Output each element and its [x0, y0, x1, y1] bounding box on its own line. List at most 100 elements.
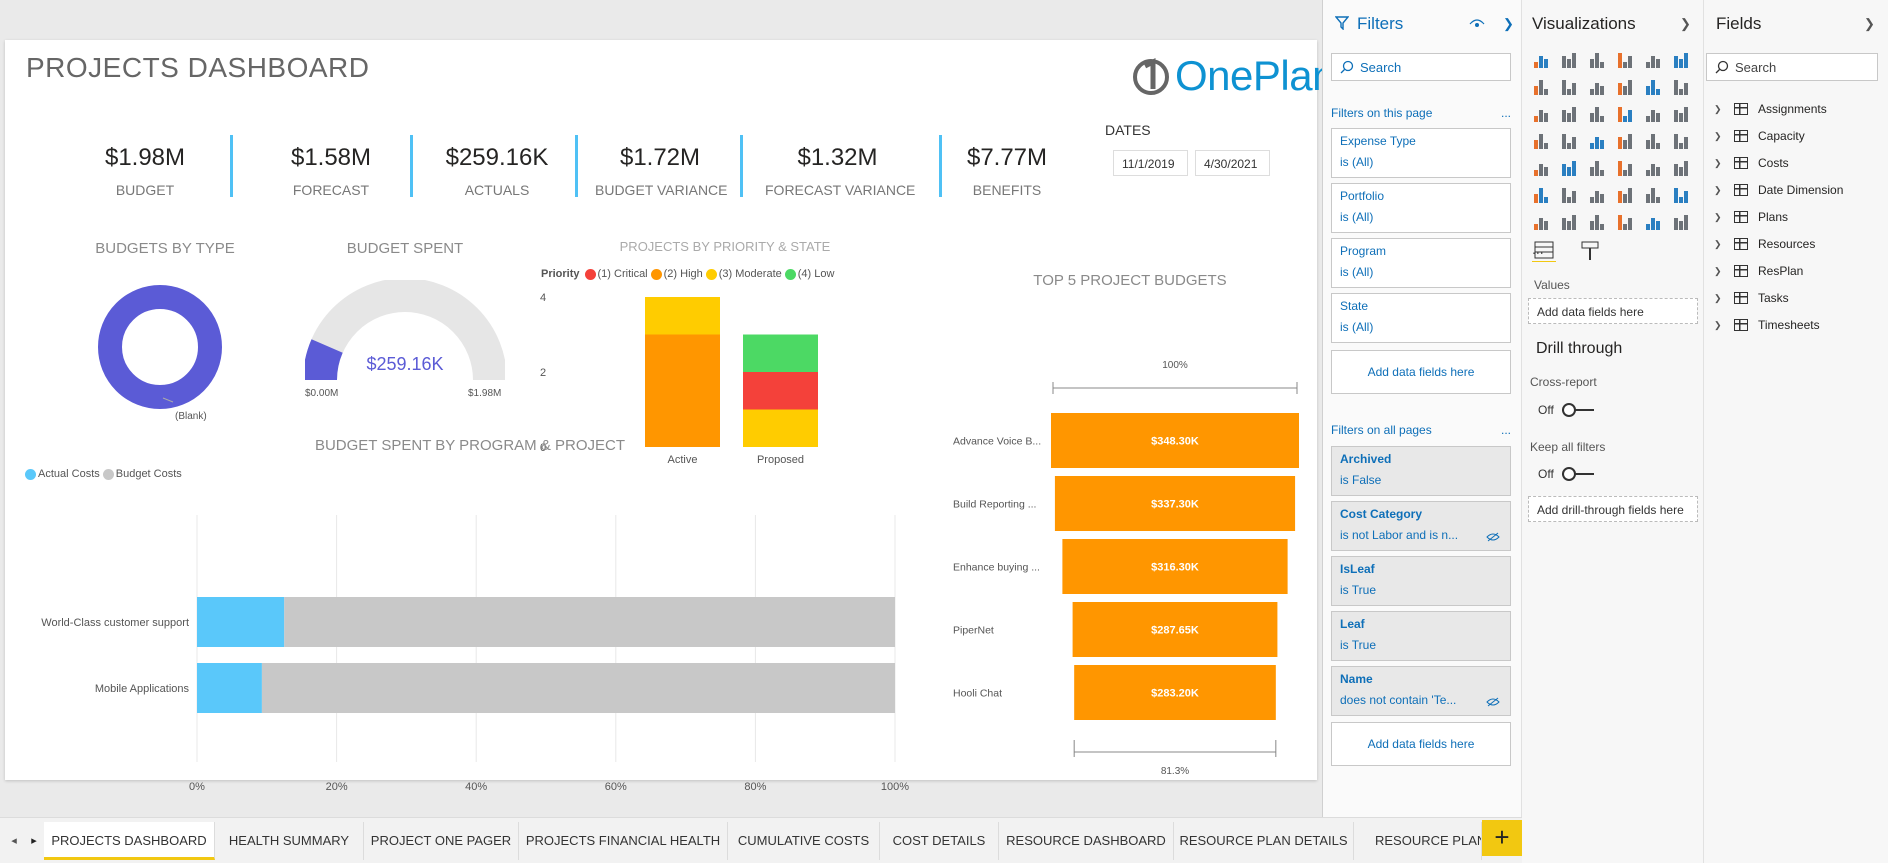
filter-card-isleaf[interactable]: IsLeaf is True: [1331, 556, 1511, 606]
visual-type-icon[interactable]: [1560, 214, 1578, 232]
kpi-actuals[interactable]: $259.16K ACTUALS: [437, 144, 557, 198]
expand-chevron-icon[interactable]: ❯: [1714, 184, 1722, 195]
legend-low[interactable]: (4) Low: [797, 268, 835, 280]
format-paint-roller-icon[interactable]: [1580, 240, 1600, 262]
visual-type-icon[interactable]: [1616, 160, 1634, 178]
expand-chevron-icon[interactable]: ❯: [1714, 157, 1722, 168]
kpi-budget-variance[interactable]: $1.72M BUDGET VARIANCE: [595, 144, 728, 198]
collapse-visualizations-icon[interactable]: ❯: [1680, 16, 1691, 31]
visual-type-icon[interactable]: [1672, 133, 1690, 151]
end-date-input[interactable]: 4/30/2021: [1195, 150, 1270, 176]
kpi-forecast-variance[interactable]: $1.32M FORECAST VARIANCE: [765, 144, 915, 198]
priority-state-chart[interactable]: 0 2 4 Active Proposed: [535, 285, 835, 465]
visual-type-icon[interactable]: [1588, 79, 1606, 97]
tab-resource-dashboard[interactable]: RESOURCE DASHBOARD: [999, 822, 1174, 860]
visual-type-icon[interactable]: [1616, 214, 1634, 232]
visual-type-icon[interactable]: [1672, 214, 1690, 232]
visual-type-icon[interactable]: [1644, 79, 1662, 97]
visual-type-icon[interactable]: [1560, 79, 1578, 97]
tab-cumulative-costs[interactable]: CUMULATIVE COSTS: [728, 822, 880, 860]
funnel-bar[interactable]: [1062, 539, 1288, 594]
collapse-filters-icon[interactable]: ❯: [1503, 16, 1514, 31]
visual-type-icon[interactable]: [1644, 187, 1662, 205]
filters-page-add-fields[interactable]: Add data fields here: [1331, 350, 1511, 394]
visual-type-icon[interactable]: [1616, 52, 1634, 70]
donut-slice-blank[interactable]: [98, 285, 222, 409]
filter-card-cost-category[interactable]: Cost Category is not Labor and is n...: [1331, 501, 1511, 551]
visual-type-icon[interactable]: [1644, 52, 1662, 70]
expand-chevron-icon[interactable]: ❯: [1714, 265, 1722, 276]
visual-type-icon[interactable]: [1588, 52, 1606, 70]
kpi-forecast[interactable]: $1.58M FORECAST: [271, 144, 391, 198]
visual-type-icon[interactable]: [1644, 133, 1662, 151]
tab-scroll-right-icon[interactable]: ▸: [31, 835, 37, 847]
collapse-fields-icon[interactable]: ❯: [1864, 16, 1875, 31]
fields-search-input[interactable]: Search: [1706, 53, 1878, 81]
keep-filters-toggle[interactable]: Off: [1538, 467, 1594, 481]
visual-type-icon[interactable]: [1672, 52, 1690, 70]
start-date-input[interactable]: 11/1/2019: [1113, 150, 1188, 176]
program-bar-segment[interactable]: [284, 597, 895, 647]
cross-report-toggle[interactable]: Off: [1538, 403, 1594, 417]
program-bar-segment[interactable]: [261, 663, 895, 713]
filters-on-page-more-icon[interactable]: ...: [1500, 106, 1511, 120]
budgets-by-type-donut[interactable]: [95, 280, 245, 420]
visual-type-icon[interactable]: [1588, 133, 1606, 151]
field-table-resplan[interactable]: ❯ ResPlan: [1714, 264, 1803, 278]
funnel-bar[interactable]: [1054, 476, 1296, 531]
visual-type-icon[interactable]: [1616, 106, 1634, 124]
visual-type-icon[interactable]: [1672, 160, 1690, 178]
filter-card-program[interactable]: Program is (All): [1331, 238, 1511, 288]
more-visuals-icon[interactable]: ...: [1532, 241, 1544, 257]
expand-chevron-icon[interactable]: ❯: [1714, 130, 1722, 141]
filter-card-state[interactable]: State is (All): [1331, 293, 1511, 343]
visual-type-icon[interactable]: [1644, 214, 1662, 232]
tab-scroll-left-icon[interactable]: ◂: [11, 835, 17, 847]
tab-cost-details[interactable]: COST DETAILS: [880, 822, 999, 860]
visual-type-icon[interactable]: [1560, 106, 1578, 124]
field-table-resources[interactable]: ❯ Resources: [1714, 237, 1815, 251]
visual-type-icon[interactable]: [1588, 214, 1606, 232]
visual-type-icon[interactable]: [1588, 160, 1606, 178]
tab-resource-plan-details[interactable]: RESOURCE PLAN DETAILS: [1174, 822, 1354, 860]
top5-funnel-chart[interactable]: 100% $348.30K Advance Voice B... $337.30K Bu…: [945, 320, 1315, 780]
values-drop-zone[interactable]: Add data fields here: [1528, 298, 1698, 324]
visual-type-icon[interactable]: [1672, 106, 1690, 124]
hidden-eye-icon[interactable]: [1486, 532, 1500, 542]
legend-critical[interactable]: (1) Critical: [597, 268, 648, 280]
priority-bar-segment[interactable]: [645, 334, 720, 448]
filters-all-pages-more-icon[interactable]: ...: [1500, 423, 1511, 437]
visual-type-icon[interactable]: [1616, 133, 1634, 151]
visual-type-icon[interactable]: [1588, 106, 1606, 124]
legend-moderate[interactable]: (3) Moderate: [718, 268, 782, 280]
fields-well-icon[interactable]: [1532, 240, 1556, 262]
priority-bar-segment[interactable]: [743, 334, 818, 373]
visual-type-icon[interactable]: [1672, 187, 1690, 205]
visual-type-icon[interactable]: [1532, 133, 1550, 151]
filter-card-name[interactable]: Name does not contain 'Te...: [1331, 666, 1511, 716]
hidden-eye-icon[interactable]: [1486, 697, 1500, 707]
tab-project-one-pager[interactable]: PROJECT ONE PAGER: [364, 822, 519, 860]
drill-through-drop-zone[interactable]: Add drill-through fields here: [1528, 496, 1698, 522]
program-bar-segment[interactable]: [197, 597, 285, 647]
visual-type-icon[interactable]: [1644, 160, 1662, 178]
field-table-tasks[interactable]: ❯ Tasks: [1714, 291, 1789, 305]
legend-high[interactable]: (2) High: [663, 268, 703, 280]
funnel-bar[interactable]: [1072, 602, 1278, 657]
filter-card-portfolio[interactable]: Portfolio is (All): [1331, 183, 1511, 233]
priority-bar-segment[interactable]: [743, 409, 818, 448]
expand-chevron-icon[interactable]: ❯: [1714, 211, 1722, 222]
legend-budget-costs[interactable]: Budget Costs: [115, 468, 182, 480]
field-table-plans[interactable]: ❯ Plans: [1714, 210, 1788, 224]
tab-resource-plan-vs[interactable]: RESOURCE PLAN VS: [1354, 822, 1482, 860]
add-page-button[interactable]: +: [1482, 820, 1522, 856]
budget-spent-gauge[interactable]: [305, 280, 505, 390]
legend-actual-costs[interactable]: Actual Costs: [38, 468, 100, 480]
filter-card-expense-type[interactable]: Expense Type is (All): [1331, 128, 1511, 178]
filter-card-archived[interactable]: Archived is False: [1331, 446, 1511, 496]
budget-by-program-chart[interactable]: 0% 20% 40% 60% 80% 100% World-Class customer s…: [25, 490, 925, 810]
filters-all-add-fields[interactable]: Add data fields here: [1331, 722, 1511, 766]
field-table-timesheets[interactable]: ❯ Timesheets: [1714, 318, 1820, 332]
visual-type-icon[interactable]: [1644, 106, 1662, 124]
expand-chevron-icon[interactable]: ❯: [1714, 292, 1722, 303]
